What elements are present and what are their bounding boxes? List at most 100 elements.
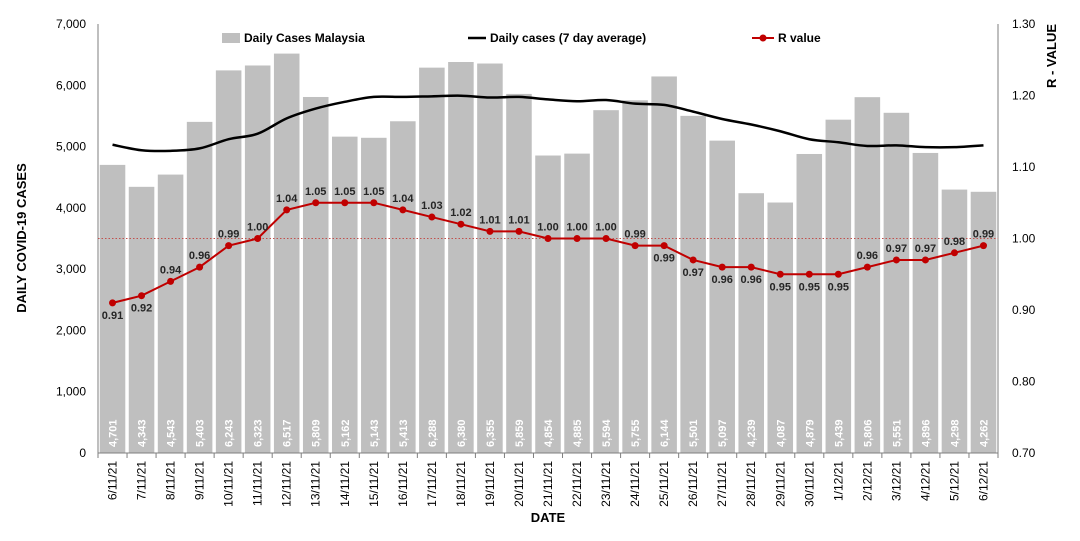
x-tick-label: 11/11/21 xyxy=(251,461,265,506)
x-tick-label: 17/11/21 xyxy=(425,461,439,507)
x-tick-label: 3/12/21 xyxy=(889,461,903,501)
r-value-label: 0.92 xyxy=(131,303,152,315)
bar xyxy=(186,121,213,453)
r-value-label: 0.99 xyxy=(218,229,239,241)
x-tick-label: 4/12/21 xyxy=(918,461,932,501)
bar xyxy=(709,140,735,453)
bar xyxy=(419,67,445,453)
x-tick-label: 9/11/21 xyxy=(193,461,207,500)
r-value-point xyxy=(805,270,813,278)
bar xyxy=(854,97,881,453)
y-tick-label: 0 xyxy=(79,446,86,460)
r-value-point xyxy=(225,242,233,250)
r-value-point xyxy=(979,242,987,250)
r-value-label: 0.94 xyxy=(160,264,182,276)
legend-swatch-marker xyxy=(759,34,767,42)
bar xyxy=(128,186,155,454)
x-tick-label: 10/11/21 xyxy=(222,461,236,507)
r-value-label: 0.97 xyxy=(682,267,703,279)
legend-label: Daily cases (7 day average) xyxy=(490,31,646,45)
bar xyxy=(680,115,706,454)
bar-value-label: 6,243 xyxy=(224,419,236,447)
legend-label: R value xyxy=(778,31,821,45)
y2-tick-label: 0.80 xyxy=(1012,375,1036,389)
y2-tick-label: 1.20 xyxy=(1012,89,1036,103)
r-value-label: 0.98 xyxy=(944,236,965,248)
bar-value-label: 4,298 xyxy=(949,419,961,447)
bar xyxy=(215,70,242,454)
r-value-label: 1.00 xyxy=(566,222,587,234)
r-value-label: 1.05 xyxy=(363,186,384,198)
x-axis-title: DATE xyxy=(531,510,566,525)
bar-value-label: 4,854 xyxy=(543,419,555,447)
bar-value-label: 5,501 xyxy=(688,419,700,447)
bar xyxy=(883,112,910,453)
y-tick-label: 7,000 xyxy=(56,17,86,31)
bar-value-label: 5,413 xyxy=(398,419,410,447)
bar xyxy=(302,96,329,454)
r-value-point xyxy=(718,263,726,271)
bar-value-label: 5,439 xyxy=(833,419,845,447)
bar-value-label: 4,543 xyxy=(166,419,178,447)
bar-value-label: 6,355 xyxy=(485,419,497,447)
legend-swatch-bar xyxy=(222,33,240,43)
r-value-label: 1.05 xyxy=(305,186,326,198)
bar-value-label: 4,262 xyxy=(978,419,990,447)
x-tick-label: 13/11/21 xyxy=(309,461,323,507)
bar xyxy=(796,153,823,453)
r-value-label: 1.04 xyxy=(276,193,298,205)
r-value-point xyxy=(312,199,320,207)
y-axis-title: DAILY COVID-19 CASES xyxy=(14,163,29,313)
bar xyxy=(738,193,764,454)
x-tick-label: 12/11/21 xyxy=(280,461,294,507)
r-value-point xyxy=(370,199,378,207)
bar xyxy=(361,137,387,454)
bar-value-label: 6,288 xyxy=(427,419,439,447)
r-value-label: 1.00 xyxy=(595,222,616,234)
bar xyxy=(970,191,997,453)
bar xyxy=(767,202,794,453)
r-value-label: 0.91 xyxy=(102,310,123,322)
bar xyxy=(941,189,968,453)
r-value-label: 1.01 xyxy=(479,214,500,226)
x-tick-label: 29/11/21 xyxy=(773,461,787,507)
x-tick-label: 23/11/21 xyxy=(599,461,613,507)
r-value-label: 0.95 xyxy=(828,281,849,293)
y-tick-label: 2,000 xyxy=(56,323,86,337)
bar-value-label: 5,806 xyxy=(862,419,874,447)
bar xyxy=(390,121,416,453)
bar xyxy=(651,76,677,453)
r-value-point xyxy=(631,242,639,250)
x-tick-label: 7/11/21 xyxy=(135,461,149,500)
bar xyxy=(506,93,532,453)
r-value-point xyxy=(660,242,668,250)
r-value-point xyxy=(689,256,697,264)
x-tick-label: 20/11/21 xyxy=(512,461,526,507)
r-value-label: 0.95 xyxy=(770,281,791,293)
r-value-label: 1.00 xyxy=(537,222,558,234)
y-tick-label: 3,000 xyxy=(56,262,86,276)
bar-value-label: 5,403 xyxy=(195,419,207,447)
y-tick-label: 5,000 xyxy=(56,140,86,154)
r-value-point xyxy=(486,227,494,235)
bar-value-label: 5,755 xyxy=(630,419,642,447)
x-tick-label: 5/12/21 xyxy=(947,461,961,501)
r-value-point xyxy=(892,256,900,264)
bar xyxy=(564,153,590,453)
r-value-point xyxy=(428,213,436,221)
x-tick-label: 1/12/21 xyxy=(831,461,845,501)
r-value-label: 1.03 xyxy=(421,200,442,212)
r-value-point xyxy=(573,235,581,242)
x-tick-label: 30/11/21 xyxy=(802,461,816,507)
r-value-label: 1.04 xyxy=(392,193,414,205)
x-tick-label: 24/11/21 xyxy=(628,461,642,507)
r-value-label: 1.05 xyxy=(334,186,355,198)
r-value-point xyxy=(747,263,755,271)
x-tick-label: 6/12/21 xyxy=(976,461,990,501)
r-value-label: 0.96 xyxy=(711,274,732,286)
x-tick-label: 15/11/21 xyxy=(367,461,381,507)
x-tick-label: 21/11/21 xyxy=(541,461,555,507)
x-tick-label: 14/11/21 xyxy=(338,461,352,507)
bar xyxy=(99,164,126,453)
